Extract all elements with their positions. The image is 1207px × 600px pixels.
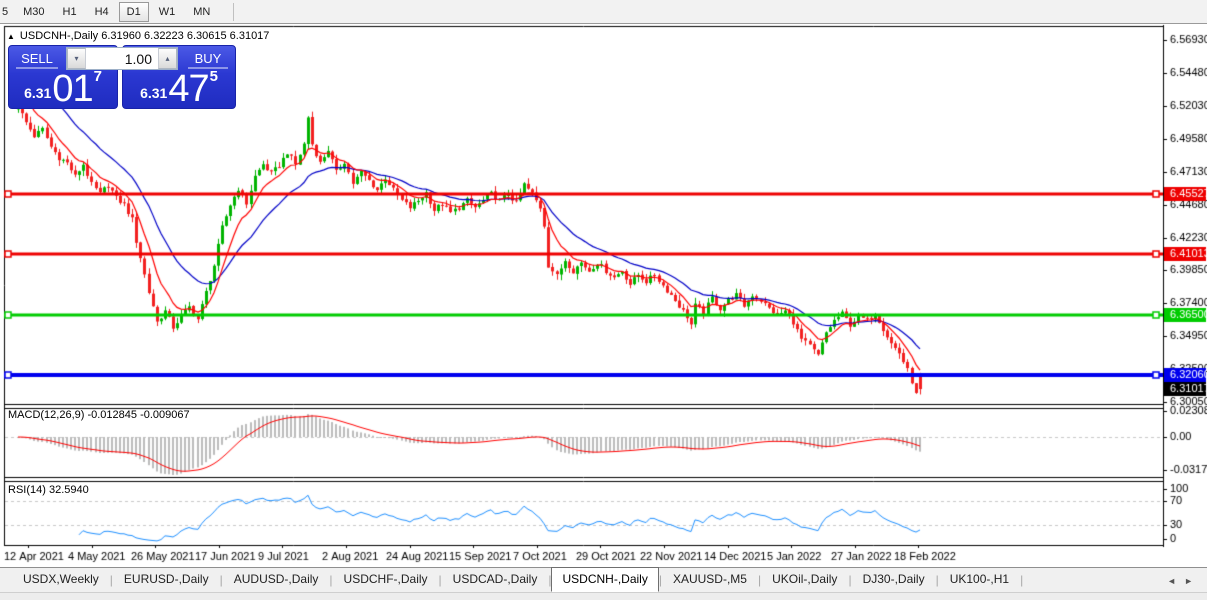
tab-separator: |: [848, 573, 852, 587]
sell-price-big-digits: 01: [52, 67, 93, 110]
tab-separator: |: [109, 573, 113, 587]
timeframe-button-mn[interactable]: MN: [185, 2, 218, 22]
volume-decrease-icon[interactable]: ▾: [67, 48, 86, 69]
tab-separator: |: [935, 573, 939, 587]
chart-tab-usdchf-daily[interactable]: USDCHF-,Daily: [343, 572, 428, 586]
buy-price: 6.31 47 5: [123, 67, 235, 110]
chart-tab-usdx-weekly[interactable]: USDX,Weekly: [23, 572, 99, 586]
volume-increase-icon[interactable]: ▴: [158, 48, 177, 69]
chart-tab-usdcad-daily[interactable]: USDCAD-,Daily: [452, 572, 538, 586]
chart-title-bar: ▲ USDCNH-,Daily 6.31960 6.32223 6.30615 …: [7, 30, 269, 42]
buy-price-big-digits: 47: [168, 67, 209, 110]
macd-indicator-label: MACD(12,26,9) -0.012845 -0.009067: [8, 409, 190, 421]
status-bar: [0, 592, 1207, 600]
tab-scroll-left-icon[interactable]: ◄: [1167, 576, 1177, 586]
sell-price-prefix: 6.31: [24, 85, 52, 101]
chart-tab-dj30-daily[interactable]: DJ30-,Daily: [862, 572, 925, 586]
toolbar-separator: [233, 2, 235, 21]
timeframe-button-5[interactable]: 5: [1, 2, 13, 22]
timeframe-button-d1[interactable]: D1: [118, 1, 149, 22]
volume-input[interactable]: [86, 48, 158, 69]
timeframe-button-h4[interactable]: H4: [87, 2, 117, 22]
chart-tab-uk100-h1[interactable]: UK100-,H1: [949, 572, 1010, 586]
volume-spinner: ▾ ▴: [66, 47, 178, 70]
buy-price-prefix: 6.31: [140, 85, 168, 101]
timeframe-button-h1[interactable]: H1: [55, 2, 85, 22]
buy-price-point-digit: 5: [209, 68, 218, 85]
tab-separator: |: [658, 573, 662, 587]
one-click-trading-panel: 6.31 01 7 6.31 47 5 SELL BUY ▾ ▴: [8, 45, 236, 109]
collapse-triangle-icon[interactable]: ▲: [7, 31, 15, 41]
rsi-indicator-label: RSI(14) 32.5940: [8, 484, 89, 496]
tab-scroll-arrows: ◄ ►: [1167, 576, 1207, 592]
chart-tab-xauusd-m5[interactable]: XAUUSD-,M5: [672, 572, 747, 586]
buy-button[interactable]: BUY: [182, 47, 234, 69]
tab-separator: |: [438, 573, 442, 587]
chart-tab-ukoil-daily[interactable]: UKOil-,Daily: [772, 572, 838, 586]
timeframe-button-m30[interactable]: M30: [15, 2, 52, 22]
tab-separator: |: [1020, 573, 1024, 587]
timeframe-button-w1[interactable]: W1: [151, 2, 184, 22]
chart-tab-bar: USDX,Weekly | EURUSD-,Daily | AUDUSD-,Daily |…: [0, 567, 1207, 592]
chart-tab-usdcnh-daily[interactable]: USDCNH-,Daily: [551, 567, 659, 592]
tab-separator: |: [219, 573, 223, 587]
tab-scroll-right-icon[interactable]: ►: [1184, 576, 1193, 586]
sell-price: 6.31 01 7: [9, 67, 117, 110]
chart-ohlc-title: USDCNH-,Daily 6.31960 6.32223 6.30615 6.…: [19, 30, 270, 42]
tab-separator: |: [329, 573, 333, 587]
chart-tab-eurusd-daily[interactable]: EURUSD-,Daily: [123, 572, 209, 586]
sell-button[interactable]: SELL: [10, 47, 64, 69]
tab-separator: |: [548, 573, 552, 587]
tab-separator: |: [757, 573, 762, 587]
chart-tab-audusd-daily[interactable]: AUDUSD-,Daily: [233, 572, 319, 586]
sell-price-point-digit: 7: [93, 68, 102, 85]
timeframe-toolbar: 5 M30 H1 H4 D1 W1 MN: [0, 0, 1207, 24]
